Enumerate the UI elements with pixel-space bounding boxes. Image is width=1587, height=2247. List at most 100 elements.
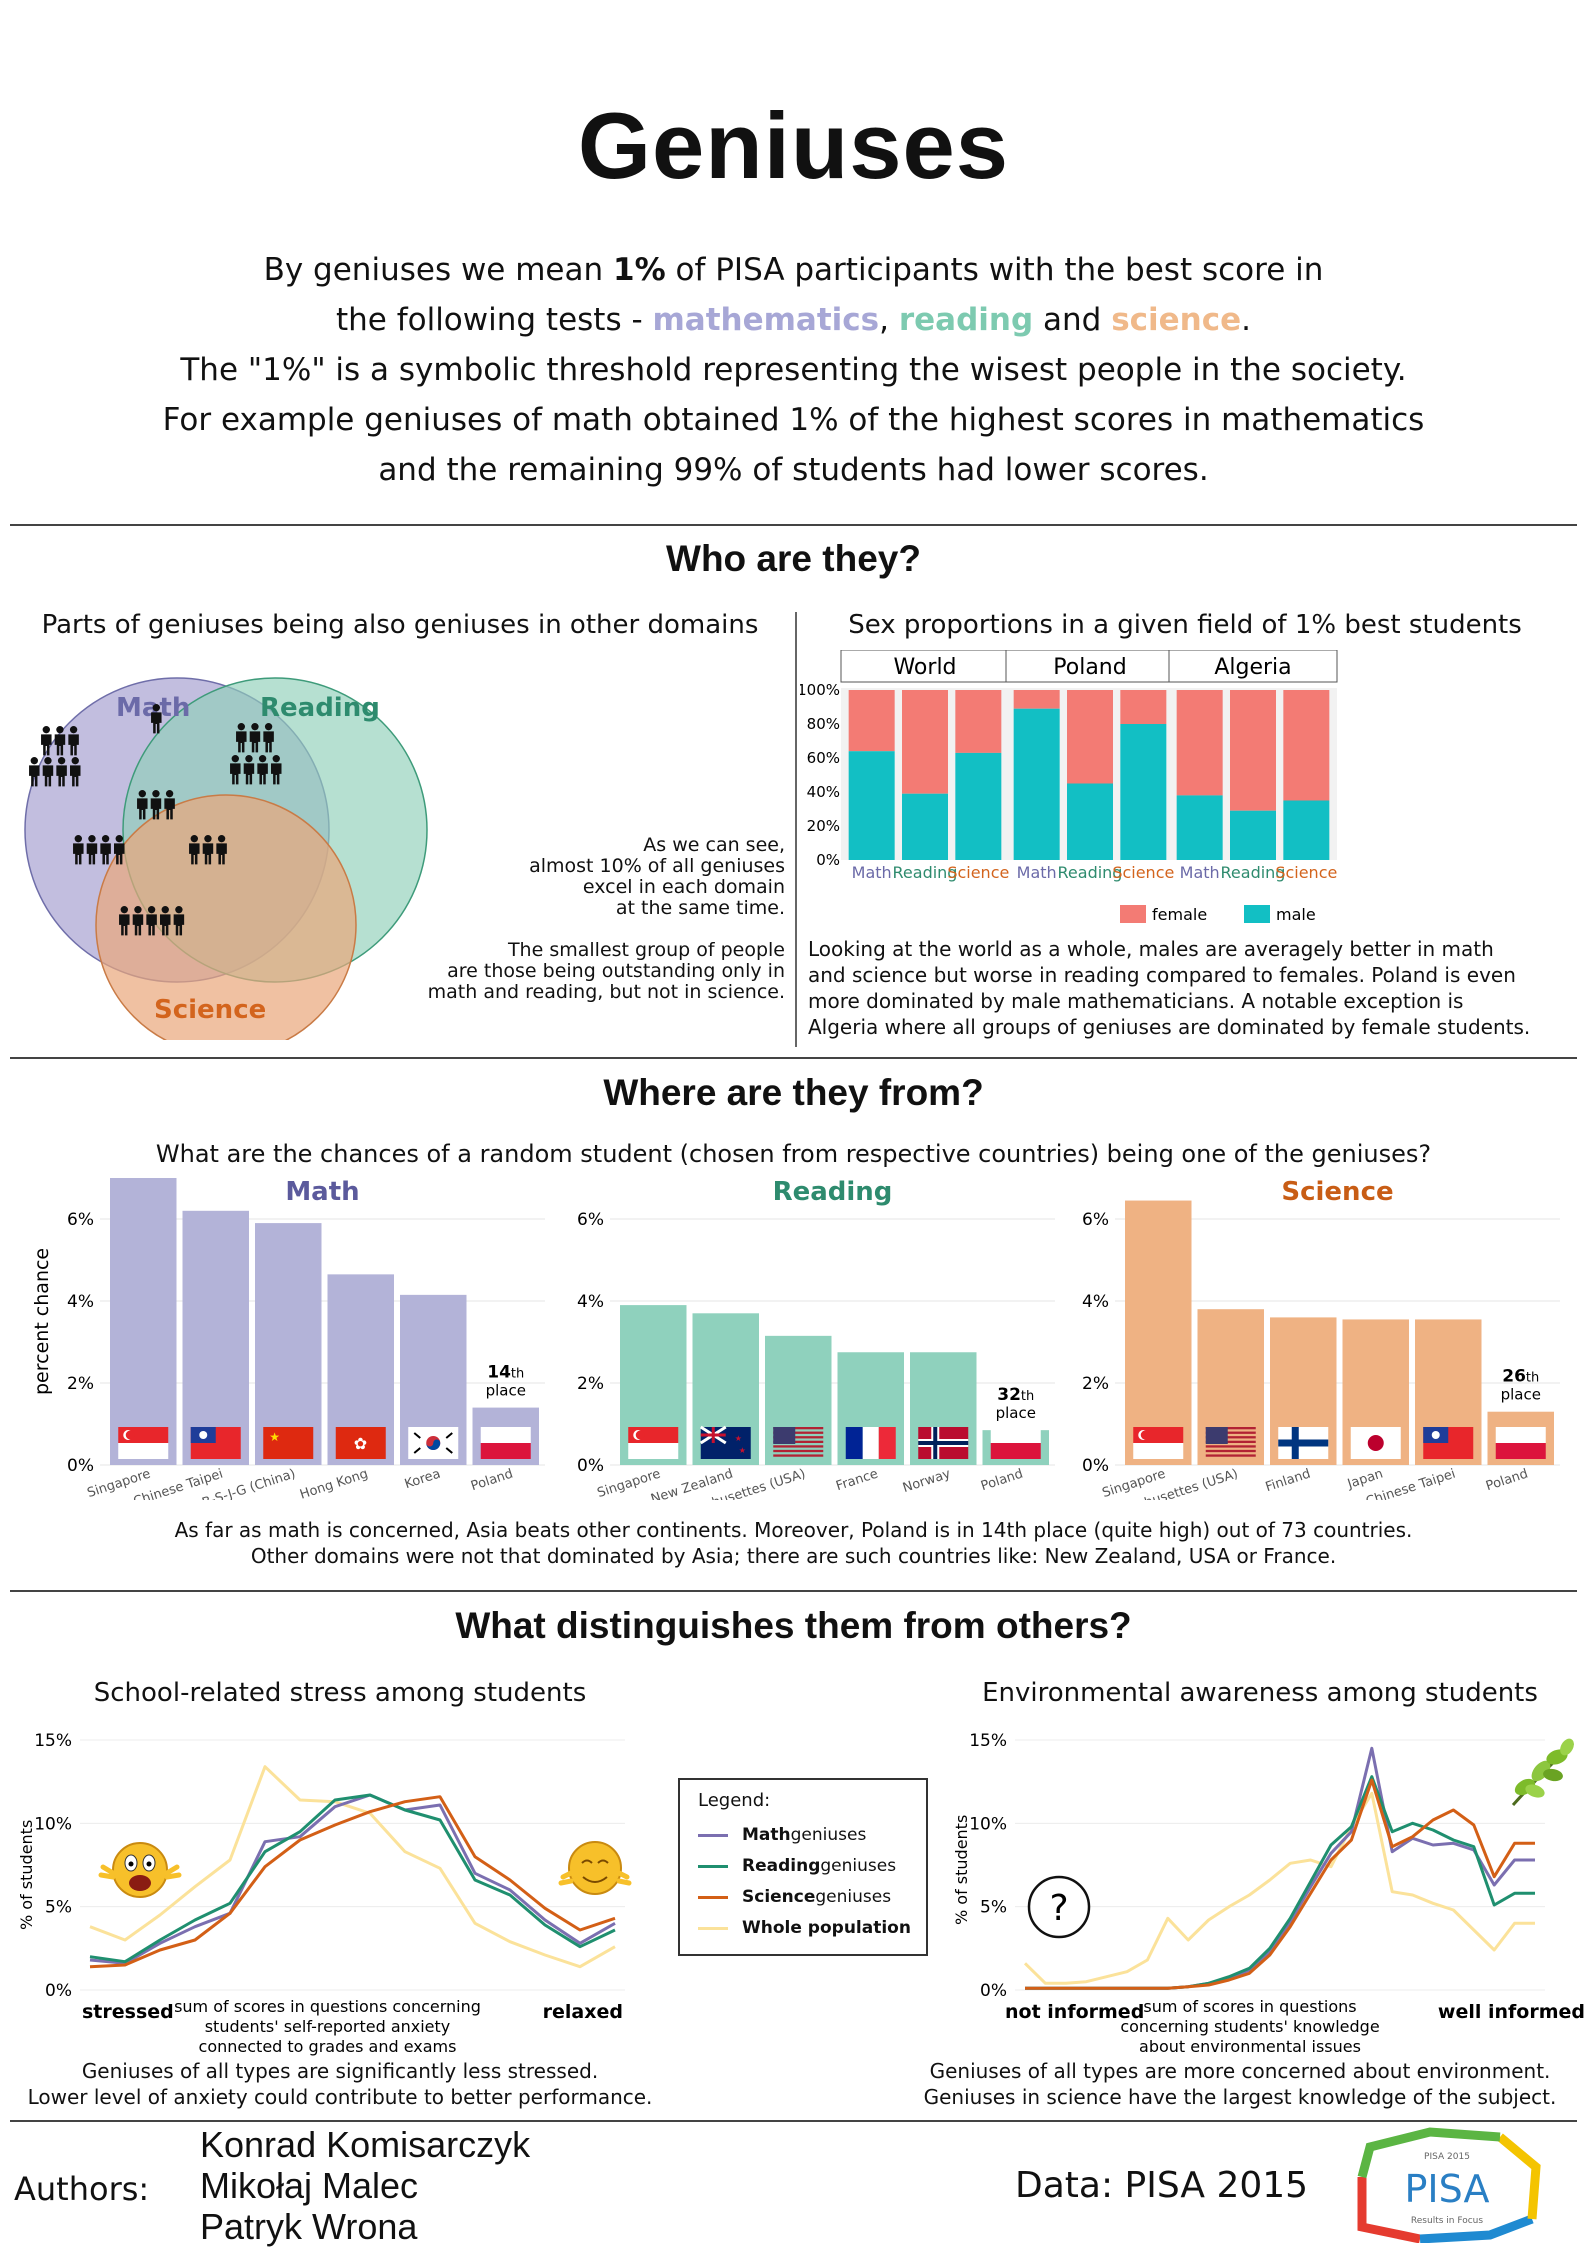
flag-icon	[480, 1427, 531, 1459]
series-line	[1023, 1791, 1535, 1985]
bar	[110, 1178, 177, 1465]
x-tick-label: Poland	[469, 1467, 515, 1495]
y-axis-label: % of students	[17, 1820, 36, 1930]
axis-description: about environmental issues	[1139, 2037, 1361, 2056]
flag-icon: ★★	[699, 1425, 751, 1459]
legend-swatch-female	[1120, 905, 1146, 923]
bar-male	[1013, 708, 1060, 860]
axis-right-label: relaxed	[543, 2001, 623, 2023]
svg-text:PISA: PISA	[1405, 2167, 1490, 2211]
venn-title: Parts of geniuses being also geniuses in…	[41, 610, 759, 640]
svg-text:?: ?	[1049, 1888, 1068, 1929]
legend-swatch	[698, 1895, 728, 1899]
where-ylabel-wrap: percent chance	[31, 1248, 53, 1395]
x-tick-label: Reading	[893, 863, 958, 882]
legend-item: Reading geniuses	[698, 1855, 896, 1877]
divider	[10, 1590, 1577, 1592]
vertical-divider	[795, 612, 797, 1047]
flag-icon	[1133, 1427, 1184, 1459]
intro-math-word: mathematics	[652, 302, 880, 338]
y-tick-label: 10%	[969, 1814, 1007, 1834]
stress-line-chart: 0% 5% 10% 15% % of students stressed relaxed su…	[17, 1731, 625, 2056]
rank-annotation-word: place	[996, 1404, 1036, 1422]
legend-item: Science geniuses	[698, 1886, 891, 1908]
svg-text:★: ★	[739, 1446, 746, 1455]
env-title: Environmental awareness among students	[982, 1678, 1538, 1708]
flag-icon	[1350, 1427, 1401, 1459]
bar-female	[1013, 690, 1060, 709]
y-tick-label: 0%	[980, 1981, 1007, 2001]
x-tick-label: Poland	[1484, 1467, 1530, 1495]
sex-title: Sex proportions in a given field of 1% b…	[848, 610, 1522, 640]
bar-male	[1230, 810, 1276, 860]
panel-title: World	[893, 655, 956, 680]
y-tick-label: 4%	[577, 1292, 604, 1312]
leaf-icon	[1511, 1738, 1575, 1807]
y-tick-label: 60%	[807, 749, 840, 767]
flag-icon	[1278, 1427, 1329, 1459]
svg-text:★: ★	[269, 1430, 280, 1444]
flag-icon: ✿	[335, 1427, 386, 1459]
y-tick-label: 0%	[67, 1456, 94, 1476]
bar	[1125, 1200, 1192, 1465]
x-tick-label: France	[834, 1467, 880, 1495]
stressed-emoji-icon	[98, 1842, 182, 1898]
y-tick-label: 2%	[577, 1374, 604, 1394]
legend-label-female: female	[1152, 905, 1207, 924]
axis-description: concerning students' knowledge	[1120, 2017, 1379, 2036]
intro-text: By geniuses we mean 1% of PISA participa…	[162, 252, 1425, 488]
y-tick-label: 4%	[67, 1292, 94, 1312]
rank-annotation-word: place	[486, 1382, 526, 1400]
x-tick-label: Science	[1112, 863, 1174, 882]
series-line	[89, 1793, 616, 1965]
y-axis-label: % of students	[952, 1815, 971, 1925]
panel-header	[1168, 650, 1338, 683]
bar-female	[1283, 690, 1330, 801]
flag-icon	[408, 1427, 459, 1459]
venn-label-reading: Reading	[260, 693, 380, 723]
legend-swatch-male	[1244, 905, 1270, 923]
y-tick-label: 0%	[577, 1456, 604, 1476]
rank-annotation: 32th	[997, 1385, 1034, 1405]
y-tick-label: 15%	[969, 1731, 1007, 1751]
y-tick-label: 0%	[816, 851, 840, 869]
chart-title: Reading	[773, 1177, 893, 1207]
flag-icon	[190, 1427, 241, 1459]
bar-female	[902, 690, 948, 794]
stress-text: Geniuses of all types are significantly …	[27, 2059, 653, 2109]
x-tick-label: Reading	[1221, 863, 1286, 882]
svg-text:Results in Focus: Results in Focus	[1411, 2216, 1483, 2226]
section-heading-where: Where are they from?	[603, 1072, 984, 1113]
y-tick-label: 0%	[45, 1981, 72, 2001]
bar	[182, 1210, 249, 1465]
series-line	[1025, 1775, 1535, 1990]
legend-swatch	[698, 1833, 728, 1837]
bar	[255, 1223, 322, 1465]
intro-science-word: science	[1111, 302, 1242, 338]
x-tick-label: Japan	[1345, 1467, 1385, 1493]
x-tick-label: Math	[852, 863, 892, 882]
bar-male	[1067, 783, 1113, 860]
svg-text:PISA 2015: PISA 2015	[1424, 2152, 1470, 2162]
author-name: Konrad Komisarczyk	[200, 2124, 531, 2165]
venn-note-2: The smallest group of people are those be…	[427, 939, 785, 1003]
venn-science-circle	[95, 794, 357, 1040]
y-tick-label: 20%	[807, 817, 840, 835]
chart-title: Math	[285, 1177, 359, 1207]
venn-diagram: Math Reading Science	[24, 677, 428, 1040]
bar-male	[848, 751, 895, 860]
flag-icon	[845, 1427, 896, 1459]
y-tick-label: 15%	[34, 1731, 72, 1751]
sex-text: Looking at the world as a whole, males a…	[808, 937, 1531, 1039]
legend-swatch	[698, 1864, 728, 1868]
series-line	[89, 1793, 616, 1964]
bar-male	[902, 793, 948, 860]
x-tick-label: Finland	[1264, 1467, 1313, 1496]
bar-female	[1176, 690, 1223, 796]
venn-note-1: As we can see, almost 10% of all geniuses…	[529, 834, 785, 919]
relaxed-emoji-icon	[558, 1841, 632, 1895]
bar-female	[1230, 690, 1276, 811]
legend-swatch	[698, 1926, 728, 1930]
